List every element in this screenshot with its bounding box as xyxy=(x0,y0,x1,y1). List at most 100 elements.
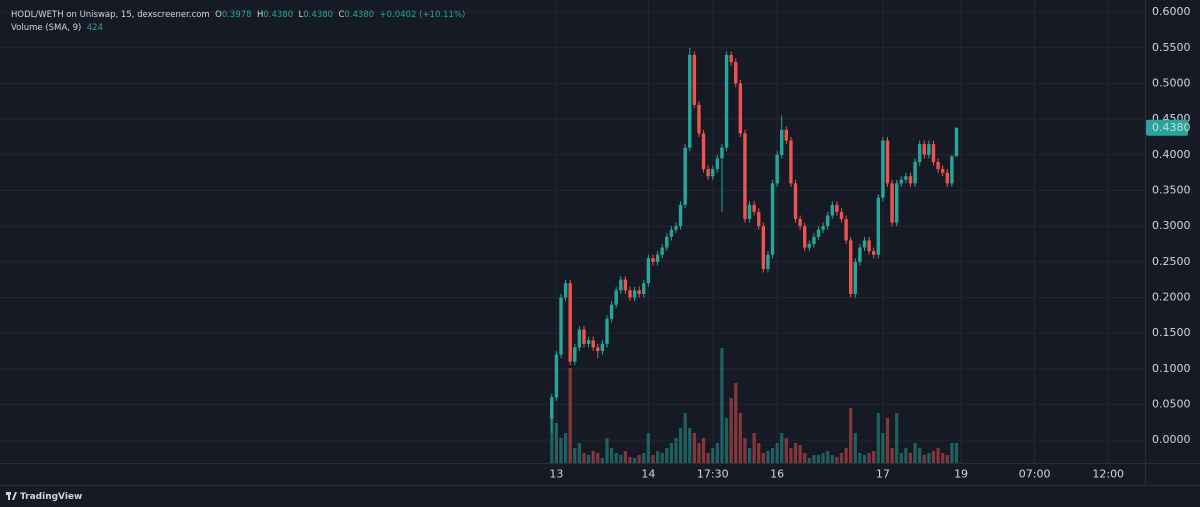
volume-bar xyxy=(945,455,949,463)
volume-bar xyxy=(885,418,890,463)
candle-body xyxy=(573,347,577,362)
volume-bar xyxy=(632,458,637,463)
candle-body xyxy=(692,54,697,105)
volume-bar xyxy=(908,453,913,463)
candle-body xyxy=(931,144,936,162)
candle-body xyxy=(568,283,572,362)
y-tick-label: 0.1000 xyxy=(1152,362,1191,375)
candle-body xyxy=(867,240,871,252)
candle-body xyxy=(826,215,830,227)
candle-body xyxy=(844,219,848,241)
candle-body xyxy=(688,54,692,148)
volume-bar xyxy=(701,438,706,463)
candle-body xyxy=(780,129,784,155)
candle-body xyxy=(646,258,651,284)
volume-bar xyxy=(789,448,793,463)
volume-bar xyxy=(890,448,894,463)
volume-bar xyxy=(775,443,779,463)
volume-bar xyxy=(826,451,830,463)
y-tick-label: 0.5500 xyxy=(1152,41,1191,54)
candle-body xyxy=(577,329,582,348)
candle-body xyxy=(954,127,959,157)
candle-body xyxy=(628,290,632,298)
candle-body xyxy=(550,397,554,419)
volume-bar xyxy=(747,448,752,463)
candle-body xyxy=(881,140,885,198)
candle-body xyxy=(738,83,743,134)
candle-body xyxy=(950,156,954,184)
candle-body xyxy=(890,183,894,223)
volume-bar xyxy=(655,451,660,463)
volume-bar xyxy=(605,438,609,463)
x-tick-label: 07:00 xyxy=(1019,468,1051,481)
volume-bar xyxy=(674,438,678,463)
candle-body xyxy=(669,229,674,237)
volume-bar xyxy=(738,413,742,463)
volume-bar xyxy=(807,458,811,463)
volume-bar xyxy=(683,413,687,463)
volume-bar xyxy=(582,453,586,463)
logo-icon xyxy=(12,492,17,500)
candle-body xyxy=(729,54,733,63)
ohlc-value: 0.4380 xyxy=(263,10,294,20)
volume-bar xyxy=(899,453,903,463)
volume-bar xyxy=(752,433,756,463)
candle-body xyxy=(720,147,724,159)
volume-bar xyxy=(711,448,715,463)
volume-bar xyxy=(678,428,683,463)
candle-body xyxy=(711,169,715,177)
volume-bar xyxy=(614,453,618,463)
volume-bar xyxy=(881,433,885,463)
candle-body xyxy=(563,283,568,298)
x-tick-label: 12:00 xyxy=(1092,468,1124,481)
symbol: HODL/WETH on Uniswap, 15, dexscreener.co… xyxy=(11,10,210,20)
candle-body xyxy=(586,340,591,344)
volume-bar xyxy=(669,443,673,463)
candle-body xyxy=(858,247,862,262)
candle-body xyxy=(940,169,945,173)
candle-body xyxy=(917,144,922,162)
candle-body xyxy=(642,283,646,294)
candle-body xyxy=(766,254,770,269)
candle-body xyxy=(683,147,687,205)
candle-body xyxy=(853,261,858,294)
volume-bar xyxy=(862,455,867,463)
volume-bar xyxy=(895,413,899,463)
candle-body xyxy=(582,329,586,344)
candle-body xyxy=(945,172,949,184)
candle-body xyxy=(734,62,738,84)
volume-bar xyxy=(931,451,936,463)
volume-bar xyxy=(757,443,761,463)
ohlc-label: H xyxy=(256,10,264,20)
volume-bar xyxy=(922,455,926,463)
volume-bar xyxy=(619,455,623,463)
logo: TradingView xyxy=(6,492,82,502)
candle-body xyxy=(706,169,710,177)
ohlc-label: O xyxy=(215,10,222,20)
volume-bar xyxy=(720,348,724,463)
candle-body xyxy=(793,183,798,220)
volume-bar xyxy=(623,451,627,463)
candle-body xyxy=(757,211,761,227)
logo-text: TradingView xyxy=(20,492,82,502)
volume-bar xyxy=(858,453,862,463)
candle-body xyxy=(913,161,917,184)
volume-bar xyxy=(821,453,825,463)
volume-bar xyxy=(577,443,581,463)
volume-bar xyxy=(816,455,821,463)
volume-bar xyxy=(927,453,931,463)
volume-bar xyxy=(798,445,802,463)
volume-bar xyxy=(743,438,747,463)
plot: 0.0000 0.0500 0.1000 0.1500 0.2000 0.2500 0.30… xyxy=(0,0,1191,481)
y-tick-label: 0.2500 xyxy=(1152,255,1191,268)
candle-body xyxy=(743,133,747,220)
candle-body xyxy=(908,176,913,184)
volume-bar xyxy=(637,455,641,463)
legend-row: HODL/WETH on Uniswap, 15, dexscreener.co… xyxy=(11,9,465,22)
legend: HODL/WETH on Uniswap, 15, dexscreener.co… xyxy=(11,9,465,35)
candle-body xyxy=(816,229,821,237)
legend-row: Volume (SMA, 9) 424 xyxy=(11,22,465,35)
volume-label: Volume (SMA, 9) xyxy=(11,23,82,33)
candle-body xyxy=(885,140,890,184)
